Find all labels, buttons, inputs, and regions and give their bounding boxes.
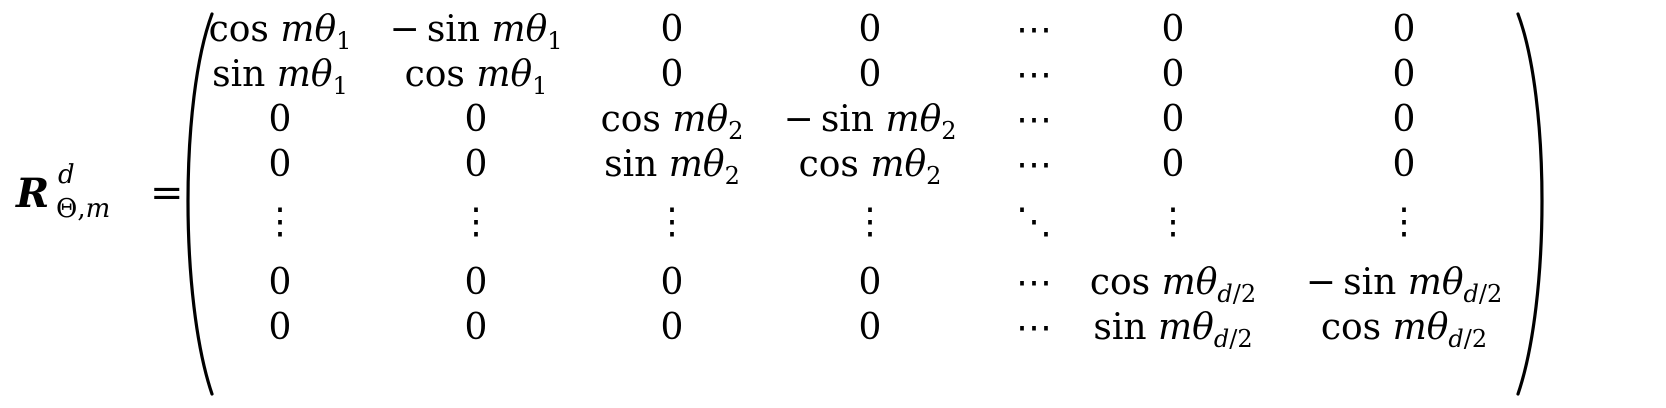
- matrix-cell-r3-c5: ⋯: [1016, 99, 1052, 140]
- matrix-cell-r1-c1: cos mθ1: [208, 9, 352, 55]
- matrix-cell-r4-c5: ⋯: [1016, 144, 1052, 185]
- matrix-cell-r1-c2: − sin mθ1: [389, 9, 563, 55]
- matrix-cell-r1-c3: 0: [660, 9, 684, 50]
- matrix-cell-r5-c1: ⋮: [262, 201, 298, 242]
- matrix-cell-r2-c5: ⋯: [1016, 54, 1052, 95]
- matrix-cell-r2-c2: cos mθ1: [404, 54, 548, 100]
- matrix-cell-r2-c4: 0: [858, 54, 882, 95]
- right-parenthesis: [1516, 12, 1544, 396]
- matrix-cell-r6-c5: ⋯: [1016, 262, 1052, 303]
- matrix-cell-r4-c4: cos mθ2: [798, 144, 942, 190]
- matrix-cell-r3-c6: 0: [1161, 99, 1185, 140]
- lhs-subscript: Θ,m: [56, 194, 110, 224]
- matrix-cell-r7-c2: 0: [464, 307, 488, 348]
- matrix-body: cos mθ1− sin mθ1 0 0 ⋯ 0 0 sin mθ1 cos mθ1 0 0 ⋯ 0 0…: [208, 12, 1628, 392]
- matrix-cell-r7-c3: 0: [660, 307, 684, 348]
- matrix-cell-r3-c3: cos mθ2: [600, 99, 744, 145]
- lhs-subscript-theta: Θ,: [56, 194, 86, 224]
- matrix-cell-r5-c4: ⋮: [852, 201, 888, 242]
- matrix-cell-r7-c6: sin mθd/2: [1093, 307, 1253, 353]
- matrix-cell-r4-c7: 0: [1392, 144, 1416, 185]
- matrix-cell-r7-c5: ⋯: [1016, 307, 1052, 348]
- matrix-cell-r3-c1: 0: [268, 99, 292, 140]
- matrix-cell-r3-c4: − sin mθ2: [783, 99, 957, 145]
- matrix-cell-r6-c7: − sin mθd/2: [1305, 262, 1503, 308]
- matrix-cell-r6-c4: 0: [858, 262, 882, 303]
- lhs-superscript: d: [58, 160, 75, 190]
- matrix-cell-r1-c7: 0: [1392, 9, 1416, 50]
- matrix-cell-r1-c5: ⋯: [1016, 9, 1052, 50]
- matrix-cell-r1-c4: 0: [858, 9, 882, 50]
- matrix-cell-r7-c4: 0: [858, 307, 882, 348]
- matrix-cell-r4-c6: 0: [1161, 144, 1185, 185]
- lhs-symbol: R: [16, 170, 50, 217]
- matrix-cell-r4-c2: 0: [464, 144, 488, 185]
- matrix-cell-r4-c1: 0: [268, 144, 292, 185]
- matrix-cell-r2-c1: sin mθ1: [212, 54, 348, 100]
- matrix-cell-r1-c6: 0: [1161, 9, 1185, 50]
- matrix-cell-r5-c3: ⋮: [654, 201, 690, 242]
- matrix-cell-r7-c7: cos mθd/2: [1320, 307, 1488, 353]
- matrix-cell-r6-c2: 0: [464, 262, 488, 303]
- matrix-cell-r6-c1: 0: [268, 262, 292, 303]
- matrix-cell-r5-c6: ⋮: [1155, 201, 1191, 242]
- matrix-cell-r5-c5: ⋱: [1016, 201, 1052, 242]
- matrix-cell-r6-c3: 0: [660, 262, 684, 303]
- matrix-cell-r2-c7: 0: [1392, 54, 1416, 95]
- matrix-cell-r3-c2: 0: [464, 99, 488, 140]
- lhs-rotation-matrix-symbol: R d Θ,m =: [16, 160, 184, 224]
- matrix-cell-r2-c3: 0: [660, 54, 684, 95]
- matrix-cell-r5-c2: ⋮: [458, 201, 494, 242]
- matrix-cell-r7-c1: 0: [268, 307, 292, 348]
- matrix-cell-r4-c3: sin mθ2: [604, 144, 740, 190]
- left-parenthesis: [186, 12, 214, 396]
- matrix-cell-r5-c7: ⋮: [1386, 201, 1422, 242]
- lhs-subscript-m: m: [85, 194, 111, 224]
- equals-sign: =: [150, 170, 184, 216]
- matrix-cell-r3-c7: 0: [1392, 99, 1416, 140]
- matrix-cell-r2-c6: 0: [1161, 54, 1185, 95]
- matrix-cell-r6-c6: cos mθd/2: [1089, 262, 1257, 308]
